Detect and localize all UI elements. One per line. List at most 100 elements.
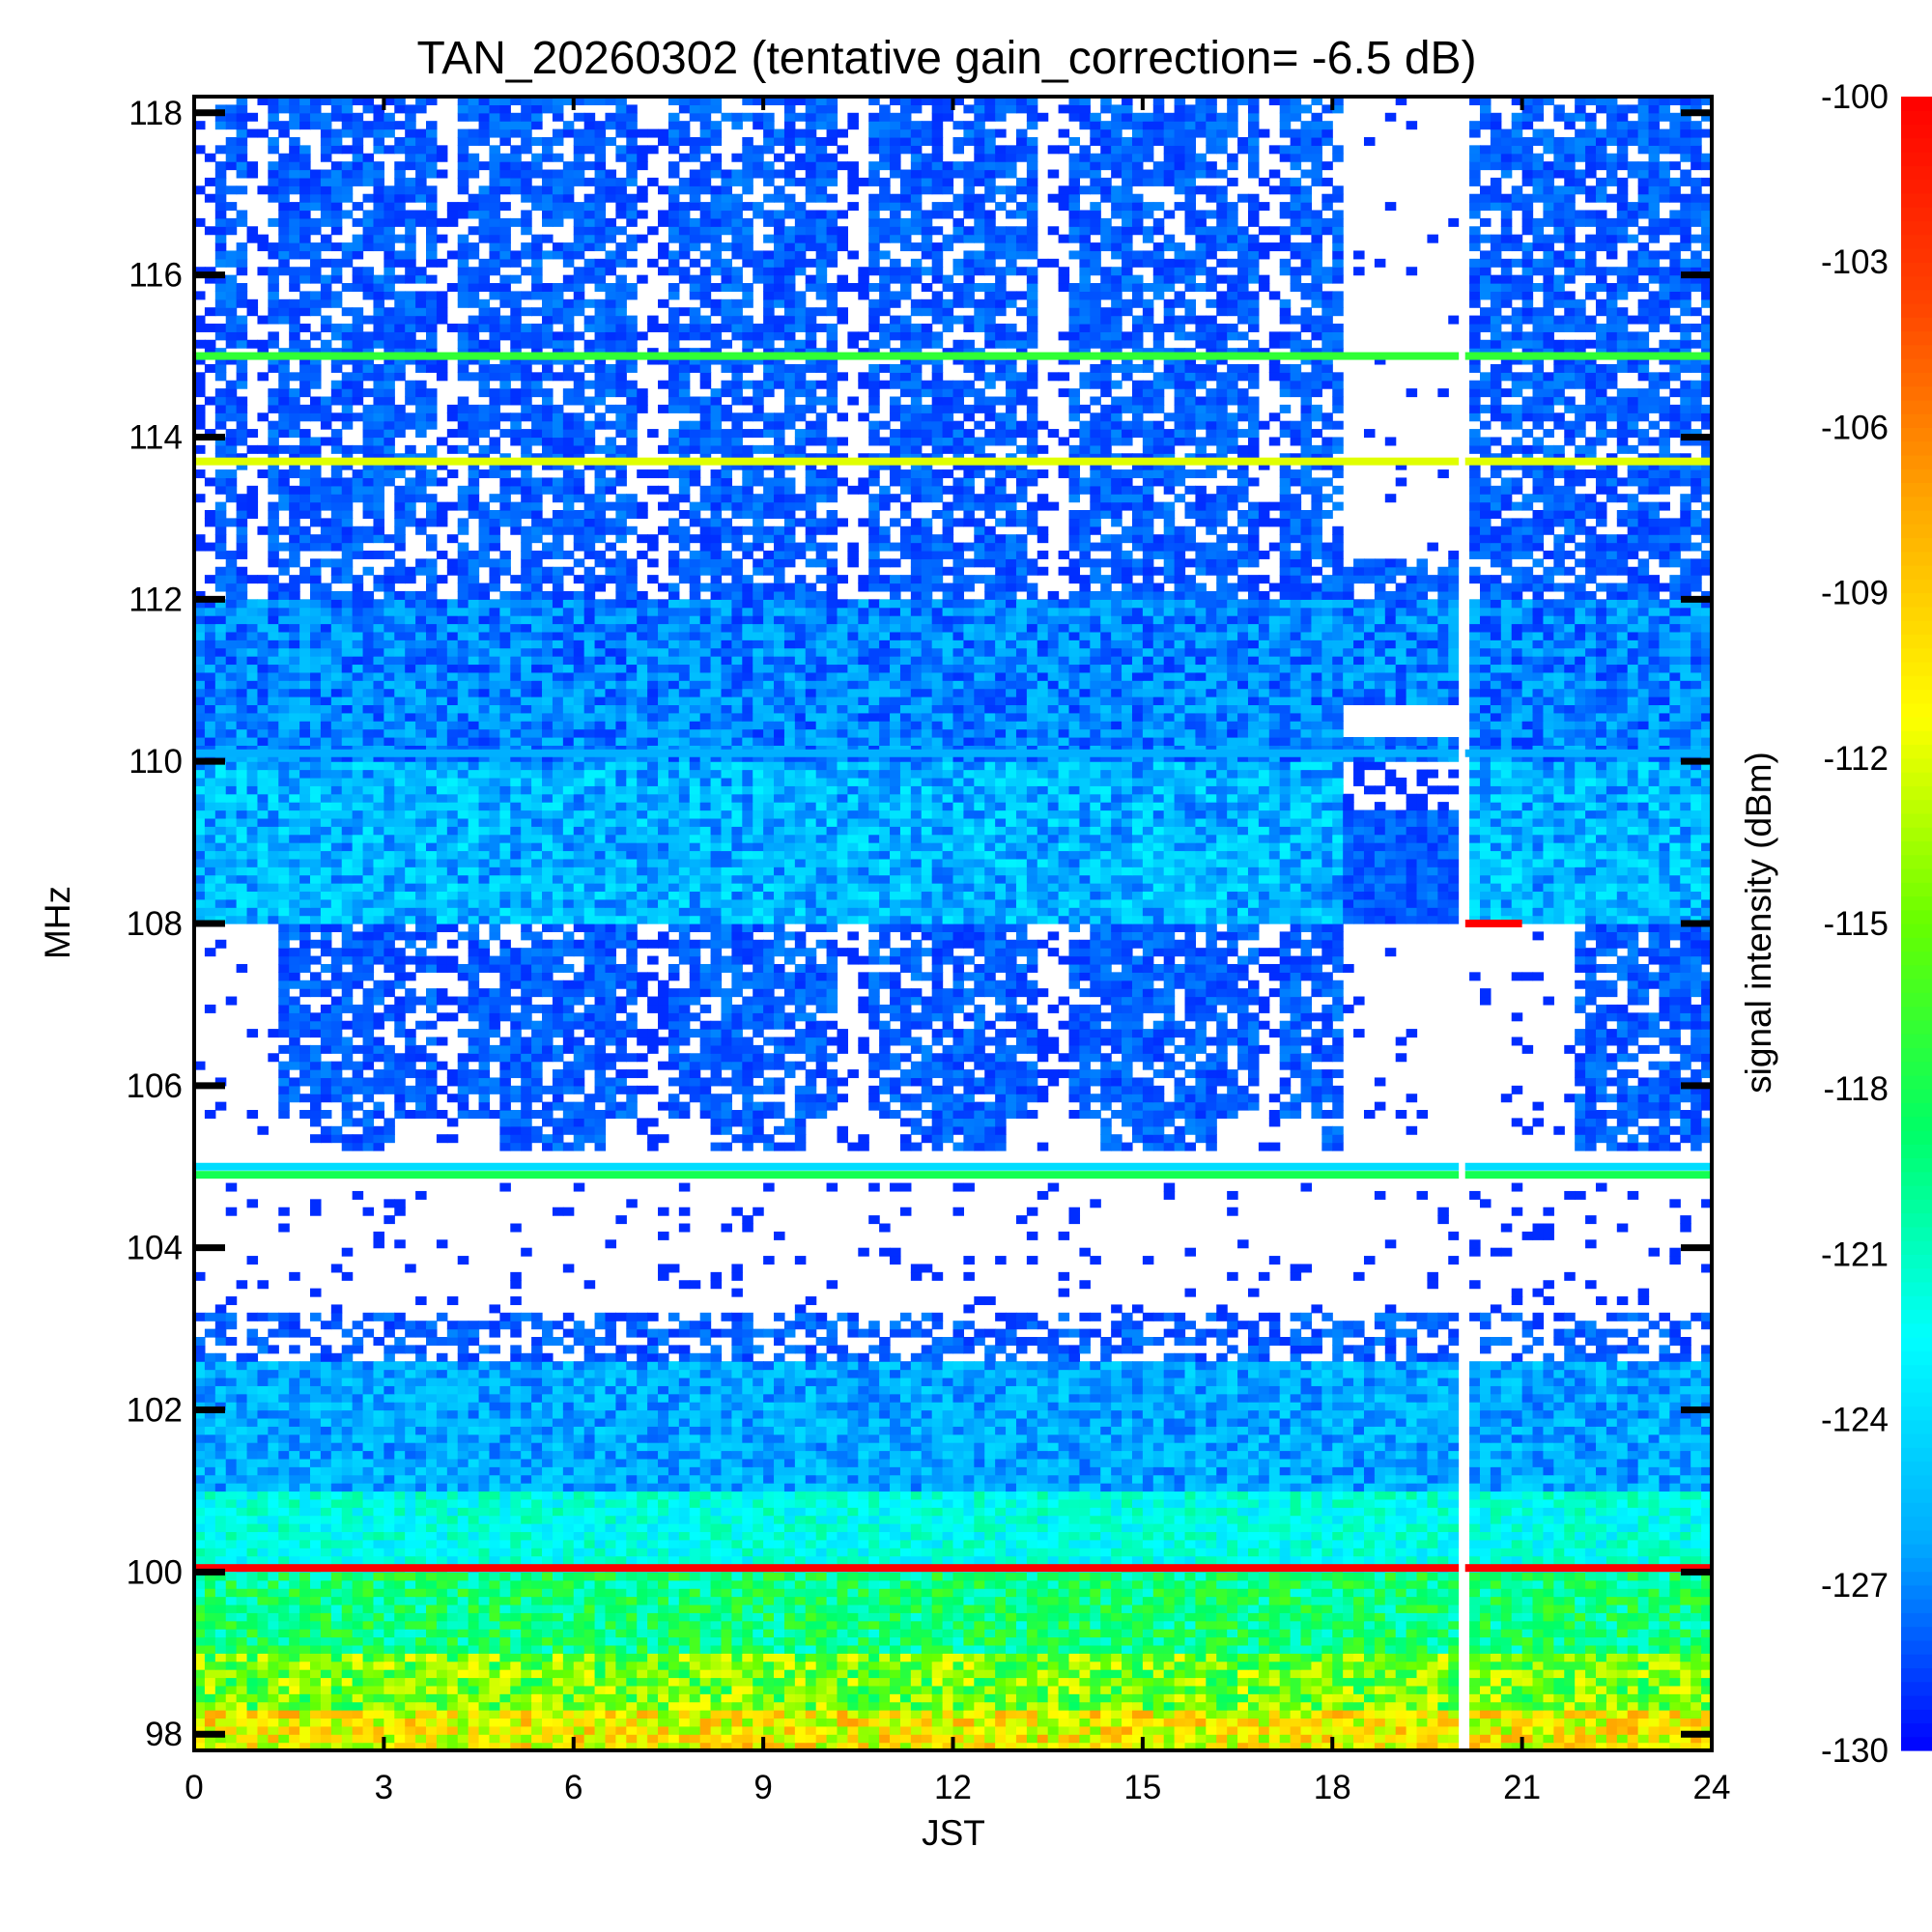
heatmap-cell bbox=[879, 1677, 891, 1687]
heatmap-cell bbox=[794, 1523, 807, 1533]
heatmap-cell bbox=[1122, 1604, 1133, 1613]
heatmap-cell bbox=[1500, 1734, 1513, 1744]
heatmap-cell bbox=[1511, 1572, 1523, 1581]
heatmap-cell bbox=[963, 1653, 975, 1662]
heatmap-cell bbox=[1648, 1548, 1661, 1557]
heatmap-cell bbox=[1174, 1661, 1186, 1670]
heatmap-cell bbox=[753, 1661, 764, 1670]
heatmap-cell bbox=[1247, 1677, 1260, 1687]
heatmap-cell bbox=[194, 1579, 206, 1589]
heatmap-cell bbox=[974, 1548, 985, 1557]
heatmap-cell bbox=[552, 1693, 564, 1703]
heatmap-cell bbox=[921, 1653, 933, 1662]
heatmap-cell bbox=[753, 1734, 764, 1744]
heatmap-cell bbox=[1122, 1579, 1133, 1589]
heatmap-cell bbox=[794, 1710, 807, 1719]
heatmap-cell bbox=[1427, 1498, 1438, 1508]
heatmap-cell bbox=[1015, 1661, 1028, 1670]
heatmap-cell bbox=[1511, 1693, 1523, 1703]
heatmap-cell bbox=[204, 1604, 216, 1613]
heatmap-cell bbox=[1026, 1669, 1038, 1679]
heatmap-cell bbox=[257, 1579, 269, 1589]
heatmap-cell bbox=[731, 1701, 743, 1711]
heatmap-cell bbox=[446, 1507, 459, 1517]
heatmap-cell bbox=[1300, 1661, 1313, 1670]
heatmap-cell bbox=[868, 1661, 880, 1670]
heatmap-cell bbox=[1058, 1629, 1070, 1638]
heatmap-cell bbox=[721, 1572, 732, 1581]
heatmap-cell bbox=[521, 1669, 532, 1679]
heatmap-cell bbox=[626, 1474, 638, 1484]
heatmap-cell bbox=[594, 1596, 607, 1605]
heatmap-cell bbox=[1216, 1498, 1228, 1508]
heatmap-cell bbox=[921, 1531, 933, 1541]
heatmap-cell bbox=[1680, 1588, 1691, 1598]
heatmap-cell bbox=[1469, 1661, 1481, 1670]
heatmap-cell bbox=[352, 1579, 364, 1589]
heatmap-cell bbox=[594, 1555, 607, 1565]
heatmap-cell bbox=[1585, 1588, 1597, 1598]
heatmap-cell bbox=[478, 1483, 491, 1492]
heatmap-cell bbox=[499, 1742, 511, 1751]
heatmap-cell bbox=[405, 1548, 416, 1557]
heatmap-cell bbox=[531, 1710, 543, 1719]
heatmap-cell bbox=[1006, 1742, 1017, 1751]
heatmap-cell bbox=[1659, 1531, 1670, 1541]
heatmap-cell bbox=[1100, 1507, 1112, 1517]
heatmap-cell bbox=[995, 1693, 1007, 1703]
heatmap-cell bbox=[742, 1725, 753, 1735]
heatmap-cell bbox=[562, 1491, 575, 1500]
heatmap-cell bbox=[1448, 1685, 1460, 1694]
heatmap-cell bbox=[1553, 1718, 1565, 1727]
heatmap-cell bbox=[1300, 1620, 1313, 1630]
heatmap-cell bbox=[1648, 1612, 1661, 1622]
heatmap-cell bbox=[426, 1710, 438, 1719]
heatmap-cell bbox=[1648, 1734, 1661, 1744]
heatmap-cell bbox=[1511, 1701, 1523, 1711]
heatmap-cell bbox=[1690, 1718, 1702, 1727]
heatmap-cell bbox=[1184, 1555, 1197, 1565]
heatmap-cell bbox=[1058, 1636, 1070, 1646]
heatmap-cell bbox=[1258, 1620, 1270, 1630]
heatmap-cell bbox=[257, 1725, 269, 1735]
heatmap-cell bbox=[510, 1629, 522, 1638]
heatmap-cell bbox=[974, 1588, 985, 1598]
heatmap-cell bbox=[1100, 1644, 1112, 1654]
heatmap-cell bbox=[1206, 1677, 1217, 1687]
heatmap-cell bbox=[552, 1507, 564, 1517]
heatmap-cell bbox=[1321, 1531, 1333, 1541]
heatmap-cell bbox=[415, 1701, 427, 1711]
heatmap-cell bbox=[615, 1466, 627, 1476]
heatmap-cell bbox=[246, 1588, 259, 1598]
heatmap-cell bbox=[1047, 1701, 1060, 1711]
heatmap-cell bbox=[974, 1710, 985, 1719]
heatmap-cell bbox=[310, 1596, 322, 1605]
heatmap-cell bbox=[1079, 1742, 1091, 1751]
heatmap-cell bbox=[721, 1515, 732, 1524]
heatmap-cell bbox=[615, 1677, 627, 1687]
heatmap-cell bbox=[763, 1483, 775, 1492]
heatmap-cell bbox=[436, 1588, 448, 1598]
heatmap-cell bbox=[1258, 1596, 1270, 1605]
heatmap-cell bbox=[794, 1474, 807, 1484]
heatmap-cell bbox=[605, 1653, 616, 1662]
heatmap-cell bbox=[899, 1555, 912, 1565]
heatmap-cell bbox=[1437, 1466, 1449, 1476]
heatmap-cell bbox=[1437, 1572, 1449, 1581]
heatmap-cell bbox=[1427, 1579, 1438, 1589]
heatmap-cell bbox=[499, 1701, 511, 1711]
heatmap-cell bbox=[1469, 1701, 1481, 1711]
heatmap-cell bbox=[1047, 1523, 1060, 1533]
heatmap-cell bbox=[974, 1718, 985, 1727]
heatmap-cell bbox=[268, 1572, 279, 1581]
heatmap-cell bbox=[1131, 1491, 1144, 1500]
heatmap-cell bbox=[457, 1734, 469, 1744]
heatmap-cell bbox=[753, 1515, 764, 1524]
heatmap-cell bbox=[615, 1596, 627, 1605]
heatmap-cell bbox=[1152, 1523, 1165, 1533]
heatmap-cell bbox=[1111, 1483, 1122, 1492]
heatmap-cell bbox=[489, 1653, 500, 1662]
heatmap-cell bbox=[1669, 1548, 1681, 1557]
heatmap-cell bbox=[415, 1653, 427, 1662]
heatmap-cell bbox=[1237, 1548, 1249, 1557]
